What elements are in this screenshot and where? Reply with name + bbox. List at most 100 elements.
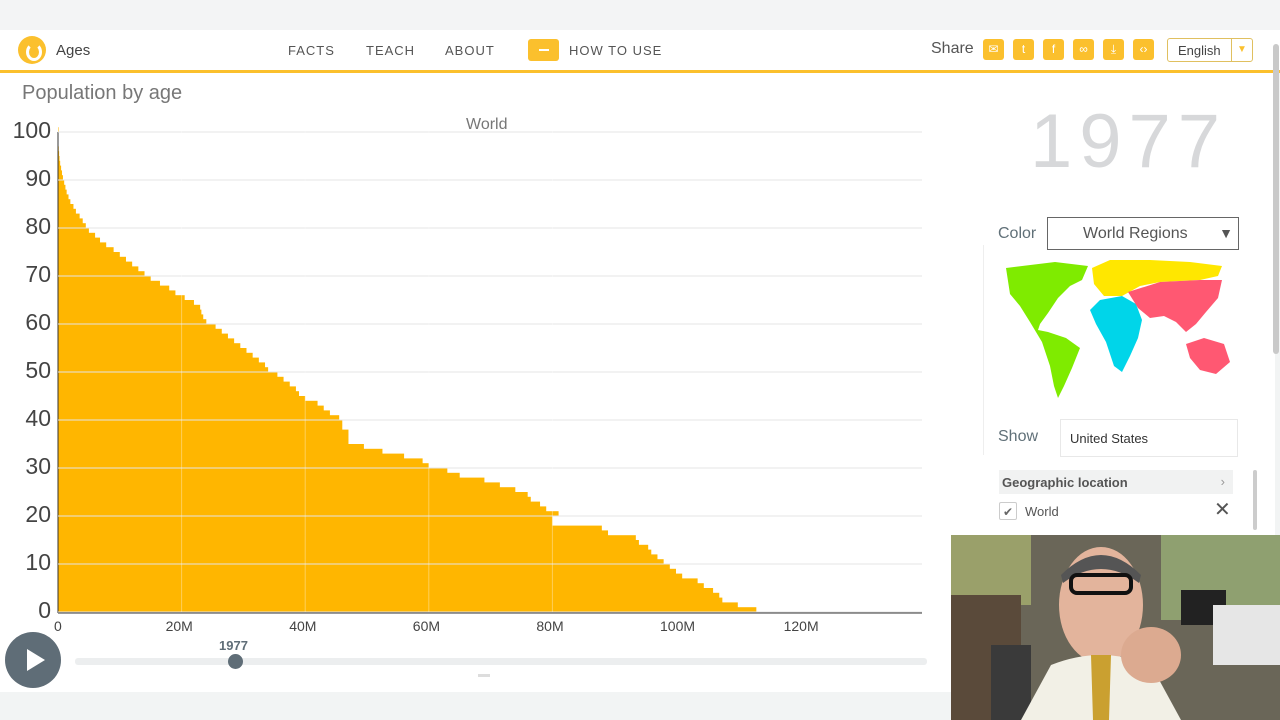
- age-bar: [58, 180, 65, 186]
- color-label: Color: [998, 225, 1037, 242]
- age-bar: [58, 520, 553, 526]
- map-region-europe[interactable]: [1092, 260, 1222, 296]
- age-bar: [58, 204, 74, 210]
- time-slider-track[interactable]: [75, 658, 927, 665]
- y-tick-label: 20: [25, 501, 51, 527]
- age-bar: [58, 271, 145, 277]
- show-search-input[interactable]: [1060, 419, 1238, 457]
- y-tick-label: 50: [25, 357, 51, 383]
- age-bar: [58, 487, 516, 493]
- x-tick-label: 80M: [536, 618, 564, 634]
- age-bar: [58, 170, 63, 176]
- age-bar: [58, 530, 609, 536]
- age-bar: [58, 127, 59, 133]
- color-select-value: World Regions: [1083, 225, 1188, 242]
- age-bar: [58, 276, 151, 282]
- age-bar: [58, 463, 429, 469]
- side-divider: [983, 245, 984, 455]
- x-tick-label: 100M: [660, 618, 696, 634]
- age-bar: [58, 352, 253, 358]
- age-bar: [58, 405, 324, 411]
- age-bar: [58, 280, 160, 286]
- nav-facts-link[interactable]: FACTS: [288, 43, 335, 58]
- age-bar: [58, 295, 185, 301]
- age-bar: [58, 376, 284, 382]
- age-bar: [58, 396, 306, 402]
- y-tick-label: 40: [25, 405, 51, 431]
- x-tick-label: 40M: [289, 618, 317, 634]
- age-bar: [58, 444, 364, 450]
- play-button[interactable]: [5, 632, 61, 688]
- map-region-americas[interactable]: [1006, 262, 1088, 398]
- chart-title: World: [466, 116, 508, 133]
- age-bar: [58, 213, 80, 219]
- nav-teach-link[interactable]: TEACH: [366, 43, 416, 58]
- gapminder-logo-icon[interactable]: [18, 36, 46, 64]
- browser-top-strip: [0, 0, 1280, 30]
- age-bar: [58, 372, 278, 378]
- map-region-asia[interactable]: [1128, 280, 1230, 374]
- age-bar: [58, 232, 96, 238]
- age-bar: [58, 468, 448, 474]
- age-bar: [58, 410, 330, 416]
- age-bar: [58, 343, 241, 349]
- age-bar: [58, 175, 63, 181]
- map-region-africa[interactable]: [1090, 296, 1142, 372]
- language-select[interactable]: English ▼: [1167, 38, 1253, 62]
- link-icon[interactable]: ∞: [1073, 39, 1094, 60]
- world-regions-map[interactable]: [1000, 258, 1235, 400]
- group-title: Geographic location: [1002, 475, 1128, 490]
- age-bar: [58, 429, 349, 435]
- side-scrollbar[interactable]: [1253, 470, 1257, 530]
- age-bar: [58, 348, 247, 354]
- slider-year-label: 1977: [219, 638, 248, 653]
- age-bar: [58, 247, 114, 253]
- age-bar: [58, 300, 194, 306]
- age-bar: [58, 424, 343, 430]
- color-select[interactable]: World Regions ▼: [1047, 217, 1239, 250]
- facebook-icon[interactable]: f: [1043, 39, 1064, 60]
- app-title[interactable]: Ages: [56, 42, 91, 59]
- age-bar: [58, 559, 664, 565]
- y-tick-label: 90: [25, 165, 51, 191]
- x-tick-label: 60M: [412, 618, 441, 634]
- age-bar: [58, 448, 383, 454]
- age-bar: [58, 434, 349, 440]
- age-bar: [58, 228, 89, 234]
- y-tick-label: 60: [25, 309, 51, 335]
- age-bar: [58, 602, 738, 608]
- time-slider-handle[interactable]: [228, 654, 243, 669]
- download-icon[interactable]: ⤓: [1103, 39, 1124, 60]
- twitter-icon[interactable]: t: [1013, 39, 1034, 60]
- age-bar: [58, 391, 300, 397]
- age-bar: [58, 319, 207, 325]
- age-bar: [58, 492, 528, 498]
- world-checkbox[interactable]: ✔: [999, 502, 1017, 520]
- age-bar: [58, 578, 698, 584]
- nav-about-link[interactable]: ABOUT: [445, 43, 495, 58]
- how-to-use-link[interactable]: HOW TO USE: [569, 43, 663, 58]
- page-scrollbar[interactable]: [1273, 44, 1279, 354]
- age-bar: [58, 554, 658, 560]
- age-bar: [58, 160, 61, 166]
- age-bar: [58, 439, 349, 445]
- embed-icon[interactable]: ‹›: [1133, 39, 1154, 60]
- age-bar: [58, 242, 107, 248]
- age-bar: [58, 516, 553, 522]
- age-bar: [58, 588, 714, 594]
- age-bar: [58, 309, 202, 315]
- age-bar: [58, 189, 67, 195]
- age-bar: [58, 285, 170, 291]
- how-to-use-icon[interactable]: [528, 39, 559, 61]
- geographic-location-group[interactable]: Geographic location ›: [999, 470, 1233, 494]
- age-bar: [58, 367, 269, 373]
- age-bar: [58, 208, 76, 214]
- chevron-down-icon: ▼: [1231, 39, 1252, 61]
- resize-grip-icon[interactable]: [478, 674, 490, 677]
- age-bar: [58, 549, 652, 555]
- age-bar: [58, 544, 649, 550]
- close-icon[interactable]: ✕: [1214, 499, 1231, 521]
- age-bar: [58, 357, 259, 363]
- top-navigation: Ages FACTS TEACH ABOUT HOW TO USE Share …: [0, 30, 1280, 73]
- mail-icon[interactable]: ✉: [983, 39, 1004, 60]
